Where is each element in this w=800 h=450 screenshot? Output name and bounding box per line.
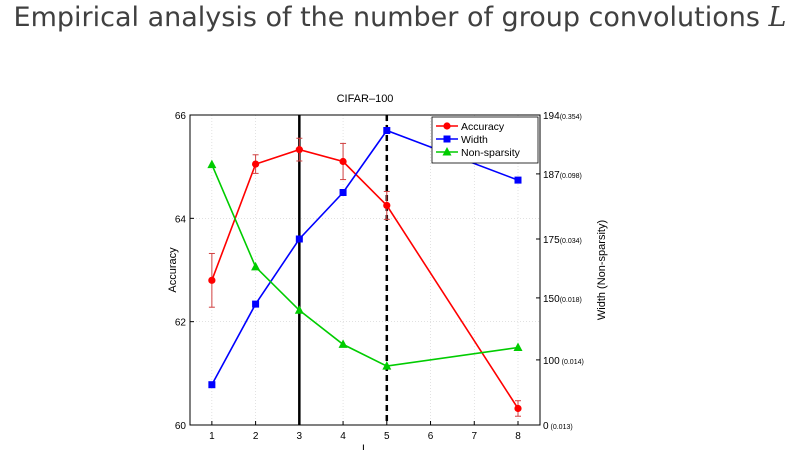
data-point [514, 404, 522, 413]
data-point [295, 235, 303, 243]
y-axis-label-left: Accuracy [167, 247, 179, 293]
y-tick-label-right: 0 (0.013) [543, 421, 573, 432]
series-line [211, 164, 519, 367]
series-non-sparsity [207, 159, 523, 370]
x-tick-label: 5 [384, 431, 390, 442]
axes: 1 2 3 4 5 6 7 8 60 62 64 66 0 (0.013) 100 (0.014) 150(… [175, 111, 584, 442]
series-accuracy [208, 137, 522, 417]
series-width [208, 127, 522, 389]
data-point [339, 189, 347, 196]
series-layer [207, 127, 523, 417]
data-point [208, 276, 216, 284]
data-point [252, 300, 260, 308]
y-tick-label-left: 64 [175, 214, 187, 225]
y-axis-label-right: Width (Non-sparsity) [596, 220, 608, 320]
y-tick-label-left: 66 [175, 111, 187, 122]
x-tick-label: 3 [297, 431, 303, 442]
y-tick-label-right: 194(0.354) [543, 111, 582, 122]
data-point [338, 339, 348, 348]
data-point [295, 146, 303, 154]
data-point [442, 147, 452, 156]
reference-lines [298, 115, 389, 425]
data-point [294, 305, 304, 314]
data-point [339, 157, 347, 166]
legend-label: Non-sparsity [461, 147, 521, 159]
data-point [252, 160, 260, 168]
data-point [514, 176, 522, 184]
slide-title-text: Empirical analysis of the number of grou… [13, 2, 760, 33]
data-point [207, 159, 217, 169]
data-point [251, 261, 261, 271]
x-axis-label: L [362, 443, 368, 450]
data-point [382, 361, 392, 370]
data-point [443, 135, 451, 143]
y-tick-label-left: 62 [175, 318, 187, 329]
chart-title: CIFAR–100 [337, 93, 394, 105]
slide-title: Empirical analysis of the number of grou… [0, 2, 800, 33]
y-tick-label-right: 187(0.098) [543, 170, 582, 181]
data-point [383, 201, 391, 210]
series-line [211, 129, 519, 386]
data-point [443, 122, 451, 130]
y-tick-label-right: 100 (0.014) [543, 356, 584, 367]
series-line [211, 148, 519, 409]
data-point [513, 342, 523, 351]
y-tick-label-right: 150(0.018) [543, 294, 582, 305]
data-point [383, 127, 391, 134]
x-tick-label: 6 [428, 431, 434, 442]
y-tick-label-left: 60 [175, 421, 187, 432]
y-tick-label-right: 175(0.034) [543, 235, 582, 246]
legend-label: Accuracy [461, 121, 505, 133]
legend-label: Width [461, 134, 488, 146]
x-tick-label: 8 [515, 431, 521, 442]
plot-frame [189, 114, 541, 426]
data-point [208, 381, 216, 389]
x-tick-label: 4 [340, 431, 346, 442]
slide-title-variable: L [768, 2, 787, 33]
x-tick-label: 2 [253, 431, 259, 442]
x-tick-label: 7 [471, 431, 477, 442]
x-tick-label: 1 [209, 431, 215, 442]
